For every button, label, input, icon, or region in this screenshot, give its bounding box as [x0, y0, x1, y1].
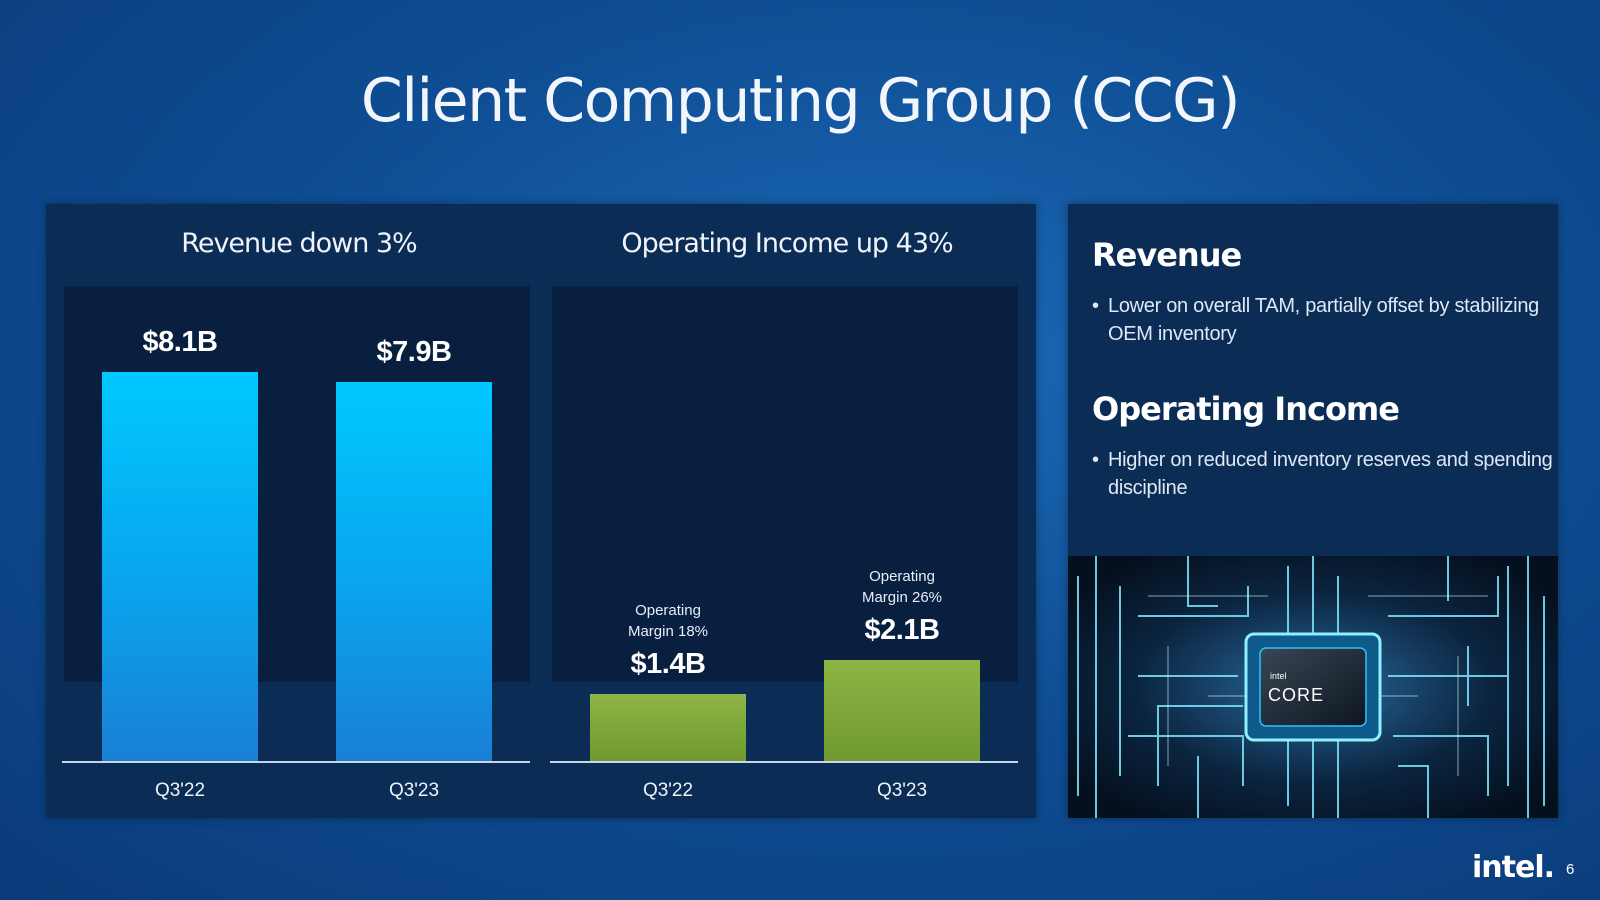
- operating-income-value-label-0: $1.4B: [630, 647, 706, 680]
- operating-income-heading: Operating Income: [1092, 390, 1400, 428]
- operating-income-chart-title: Operating Income up 43%: [621, 228, 953, 259]
- revenue-bullet-text: Lower on overall TAM, partially offset b…: [1108, 295, 1539, 345]
- charts-panel: Revenue down 3% Operating Income up 43% …: [46, 204, 1036, 818]
- operating-income-plot-area: [552, 286, 1018, 682]
- revenue-chart-title: Revenue down 3%: [181, 228, 417, 259]
- summary-panel: Revenue • Lower on overall TAM, partiall…: [1068, 204, 1558, 818]
- chip-badge-large-text: CORE: [1268, 685, 1324, 705]
- bullet-icon: •: [1092, 295, 1099, 317]
- revenue-bar-1: [336, 381, 492, 761]
- page-number: 6: [1566, 861, 1575, 878]
- revenue-bar-0: [102, 372, 258, 761]
- intel-logo: intel.: [1472, 850, 1555, 885]
- operating-income-tick-label-0: Q3'22: [642, 780, 694, 801]
- operating-income-bar-0: [590, 693, 746, 761]
- operating-income-tick-label-1: Q3'23: [876, 780, 928, 801]
- revenue-tick-label-1: Q3'23: [388, 780, 440, 801]
- operating-income-value-label-1: $2.1B: [864, 614, 940, 647]
- revenue-x-axis: [62, 761, 530, 763]
- chip-badge-small-text: intel: [1270, 671, 1287, 681]
- revenue-bullet: • Lower on overall TAM, partially offset…: [1092, 292, 1558, 348]
- bullet-icon: •: [1092, 449, 1099, 471]
- operating-income-bullet-text: Higher on reduced inventory reserves and…: [1108, 449, 1553, 499]
- revenue-heading: Revenue: [1092, 236, 1242, 274]
- revenue-value-label-0: $8.1B: [142, 326, 218, 358]
- operating-income-margin-note-0: Operating Margin 18%: [627, 601, 709, 640]
- intel-core-chip-image: intel CORE: [1068, 556, 1558, 818]
- revenue-value-label-1: $7.9B: [376, 335, 452, 368]
- operating-income-x-axis: [550, 761, 1018, 763]
- slide-title: Client Computing Group (CCG): [360, 66, 1241, 136]
- operating-income-bullet: • Higher on reduced inventory reserves a…: [1092, 446, 1558, 502]
- revenue-tick-label-0: Q3'22: [154, 780, 206, 801]
- operating-income-bar-1: [824, 660, 980, 761]
- operating-income-margin-note-1: Operating Margin 26%: [861, 568, 943, 607]
